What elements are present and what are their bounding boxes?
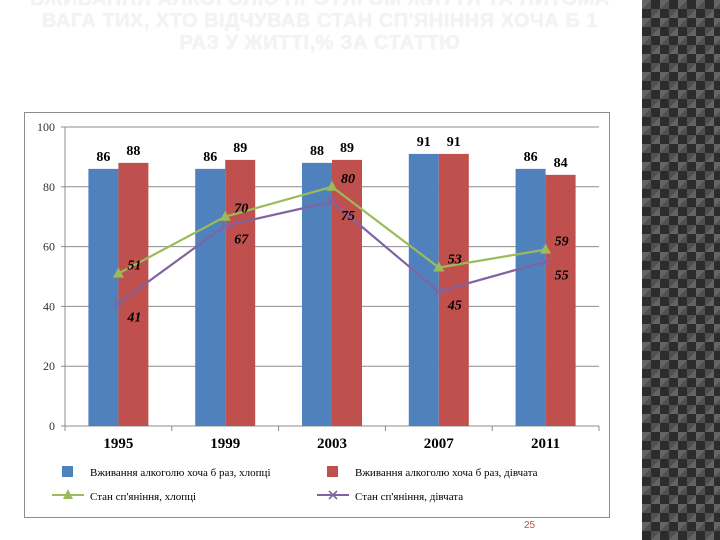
line-point-boys [219,210,231,221]
line-point-girls [220,221,230,231]
line-value-label: 70 [234,202,248,217]
bar-boys [408,153,439,426]
bar-value-label: 86 [96,150,110,165]
bar-value-label: 84 [554,156,568,171]
page-number: 25 [524,520,536,531]
chart-legend: Вживання алкоголю хоча б раз, хлопці Вжив… [52,466,538,503]
chart-frame: 0 20 40 60 80 100 1995 1999 2003 2007 2011 86 86 88 9… [24,112,610,518]
line-point-boys [112,267,124,278]
x-tick-label: 2011 [531,436,560,452]
y-tick-label: 80 [43,180,55,194]
decorative-pattern-strip [642,0,720,540]
bar-value-label: 91 [447,135,461,150]
chart: 0 20 40 60 80 100 1995 1999 2003 2007 2011 86 86 88 9… [37,120,600,503]
line-point-girls [434,286,444,297]
line-point-girls [327,197,337,207]
x-tick-label: 2003 [317,436,347,452]
bar-value-label: 89 [340,141,354,156]
bar-boys [88,168,119,427]
bar-value-label: 89 [233,141,247,156]
cross-marker-stroke [327,197,337,207]
cross-marker-stroke [220,221,230,231]
line-value-label: 53 [448,253,462,268]
bars [88,153,576,427]
x-tick-label: 1995 [103,436,133,452]
bar-girls [118,162,149,426]
y-tick-label: 100 [37,120,55,134]
bar-girls [225,159,256,426]
line-value-label: 41 [126,310,141,325]
axes: 0 20 40 60 80 100 1995 1999 2003 2007 2011 [37,120,600,452]
cross-marker-stroke [434,286,444,297]
legend-label: Стан сп'яніння, дівчата [355,491,463,503]
line-value-label: 55 [555,269,569,284]
legend-item: Вживання алкоголю хоча б раз, дівчата [327,466,538,479]
bar-value-label: 86 [524,150,538,165]
bar-value-label: 88 [126,144,140,159]
legend-swatch [62,466,73,477]
legend-label: Стан сп'яніння, хлопці [90,491,196,503]
bar-girls [332,159,362,426]
y-tick-label: 40 [43,299,55,313]
slide-title: ВЖИВАННЯ АЛКОГОЛЮ ПРОТЯГОМ ЖИТТЯ ТА ПИТО… [30,0,609,54]
line-value-label: 51 [127,259,141,274]
line-point-boys [433,261,445,272]
legend-label: Вживання алкоголю хоча б раз, хлопці [90,467,271,479]
bar-value-label: 86 [203,150,217,165]
legend-marker [63,489,73,499]
legend-item: Стан сп'яніння, дівчата [317,490,463,503]
slide-title-container: ВЖИВАННЯ АЛКОГОЛЮ ПРОТЯГОМ ЖИТТЯ ТА ПИТО… [30,0,610,100]
line-value-label: 45 [447,298,462,313]
line-value-label: 59 [555,235,569,250]
legend-marker [328,490,338,500]
legend-label: Вживання алкоголю хоча б раз, дівчата [355,467,538,479]
line-point-girls [113,298,123,308]
y-tick-label: 60 [43,240,55,254]
line-point-boys [326,180,338,191]
line-value-label: 75 [341,209,355,224]
bar-boys [515,168,546,427]
line-point-girls [541,256,551,267]
y-tick-label: 0 [49,419,55,433]
line-value-label: 80 [341,172,355,187]
bar-value-label: 91 [417,135,431,150]
line-point-boys [540,243,552,254]
cross-marker-stroke [541,256,551,267]
legend-item: Вживання алкоголю хоча б раз, хлопці [62,466,271,479]
bar-value-label: 88 [310,144,324,159]
data-labels: 86 86 88 91 86 88 89 89 91 84 51 70 80 53 59 41 67 75 45 55 [96,135,568,326]
bar-girls [545,174,576,426]
line-value-label: 67 [234,233,249,248]
cross-marker-stroke [113,298,123,308]
x-tick-label: 1999 [210,436,240,452]
series-lines [112,180,552,308]
x-tick-label: 2007 [424,436,455,452]
y-tick-label: 20 [43,359,55,373]
legend-swatch [327,466,338,477]
bar-boys [195,168,226,427]
legend-item: Стан сп'яніння, хлопці [52,489,196,503]
